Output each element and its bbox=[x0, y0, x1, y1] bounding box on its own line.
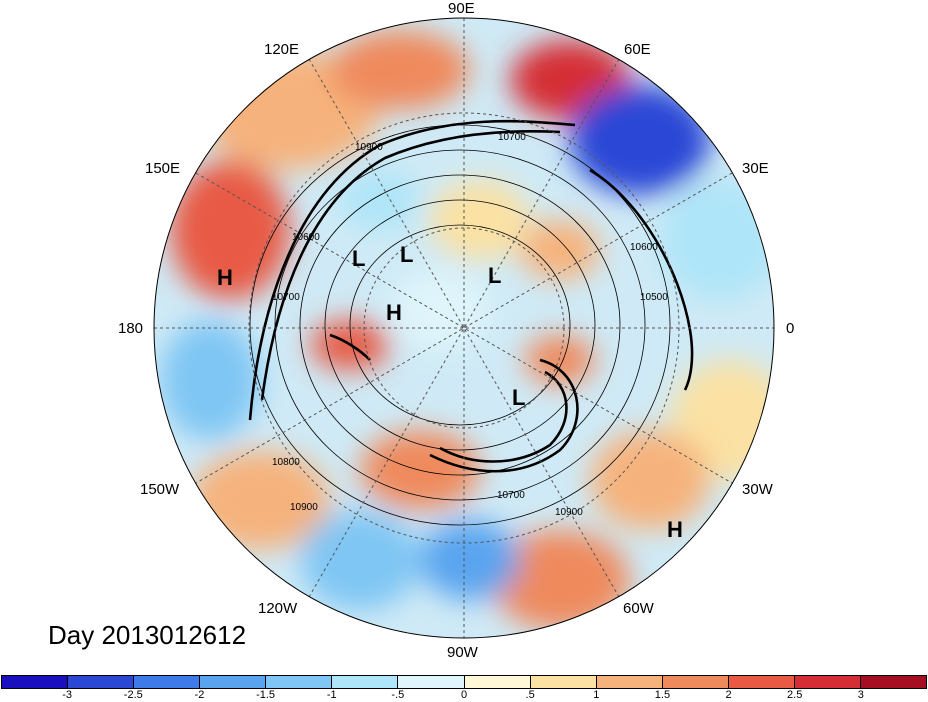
pressure-center-l: L bbox=[352, 246, 365, 271]
map-boundary bbox=[153, 17, 775, 639]
colorbar-swatch bbox=[332, 676, 399, 688]
colorbar-tick-label: 0 bbox=[460, 689, 468, 701]
pressure-centers: H L L H L L H bbox=[217, 242, 683, 542]
contour-label: 10700 bbox=[498, 132, 526, 143]
colorbar-tick-label: -1 bbox=[326, 689, 337, 701]
colorbar-swatch bbox=[464, 676, 531, 688]
colorbar-swatch bbox=[662, 676, 729, 688]
map-title: Day 2013012612 bbox=[48, 620, 247, 650]
contour-label: 10900 bbox=[355, 142, 383, 153]
jet-isotachs bbox=[248, 119, 694, 473]
colorbar-swatch bbox=[861, 676, 927, 688]
lon-label-180: 180 bbox=[118, 320, 144, 337]
lon-label-30w: 30W bbox=[742, 481, 773, 498]
colorbar-swatch bbox=[728, 676, 795, 688]
colorbar-swatch bbox=[134, 676, 201, 688]
lon-label-60w: 60W bbox=[623, 600, 654, 617]
lon-label-30e: 30E bbox=[742, 160, 769, 177]
lon-label-90e: 90E bbox=[448, 0, 475, 17]
lon-label-0: 0 bbox=[786, 320, 795, 337]
colorbar-tick-label: -.5 bbox=[391, 689, 405, 701]
colorbar-tick-label: 2.5 bbox=[787, 689, 803, 701]
lon-label-120w: 120W bbox=[258, 600, 298, 617]
pressure-center-h: H bbox=[217, 265, 233, 290]
colorbar-swatch bbox=[794, 676, 862, 688]
colorbar-swatch bbox=[266, 676, 333, 688]
colorbar-tick-label: 3 bbox=[857, 689, 864, 701]
contour-label: 10600 bbox=[292, 232, 320, 243]
lon-label-150e: 150E bbox=[145, 160, 181, 177]
contour-label: 10900 bbox=[290, 502, 318, 513]
lon-label-60e: 60E bbox=[624, 41, 651, 58]
colorbar-swatch bbox=[596, 676, 663, 688]
lon-label-120e: 120E bbox=[264, 41, 300, 58]
colorbar-tick-label: -3 bbox=[62, 689, 73, 701]
colorbar-tick-label: .5 bbox=[525, 689, 535, 701]
colorbar-tick-label: -2 bbox=[194, 689, 205, 701]
contour-label: 10700 bbox=[272, 292, 300, 303]
lon-label-150w: 150W bbox=[140, 481, 180, 498]
contour-label: 10900 bbox=[555, 507, 583, 518]
colorbar-tick-label: -1.5 bbox=[256, 689, 276, 701]
lon-label-90w: 90W bbox=[447, 644, 478, 661]
colorbar-swatch bbox=[200, 676, 267, 688]
contour-label: 10800 bbox=[272, 457, 300, 468]
colorbar-swatch bbox=[530, 676, 597, 688]
colorbar bbox=[1, 675, 927, 689]
contour-label: 10700 bbox=[497, 490, 525, 501]
pressure-center-h: H bbox=[386, 300, 402, 325]
pressure-center-l: L bbox=[400, 242, 413, 267]
colorbar-tick-label: 1 bbox=[593, 689, 600, 701]
anomaly-field bbox=[154, 18, 774, 638]
pressure-center-h: H bbox=[667, 517, 683, 542]
pressure-center-l: L bbox=[512, 385, 525, 410]
colorbar-swatch bbox=[2, 676, 69, 688]
contour-labels: 10900 10700 10600 10700 10500 10600 1080… bbox=[272, 132, 668, 518]
graticule bbox=[154, 18, 774, 638]
colorbar-tick-label: 1.5 bbox=[654, 689, 671, 701]
colorbar-tick-label: -2.5 bbox=[123, 689, 143, 701]
pressure-center-l: L bbox=[488, 263, 501, 288]
colorbar-tick-label: 2 bbox=[725, 689, 732, 701]
contour-label: 10500 bbox=[640, 292, 668, 303]
contour-label: 10600 bbox=[630, 242, 658, 253]
colorbar-swatch bbox=[68, 676, 135, 688]
colorbar-swatch bbox=[398, 676, 465, 688]
